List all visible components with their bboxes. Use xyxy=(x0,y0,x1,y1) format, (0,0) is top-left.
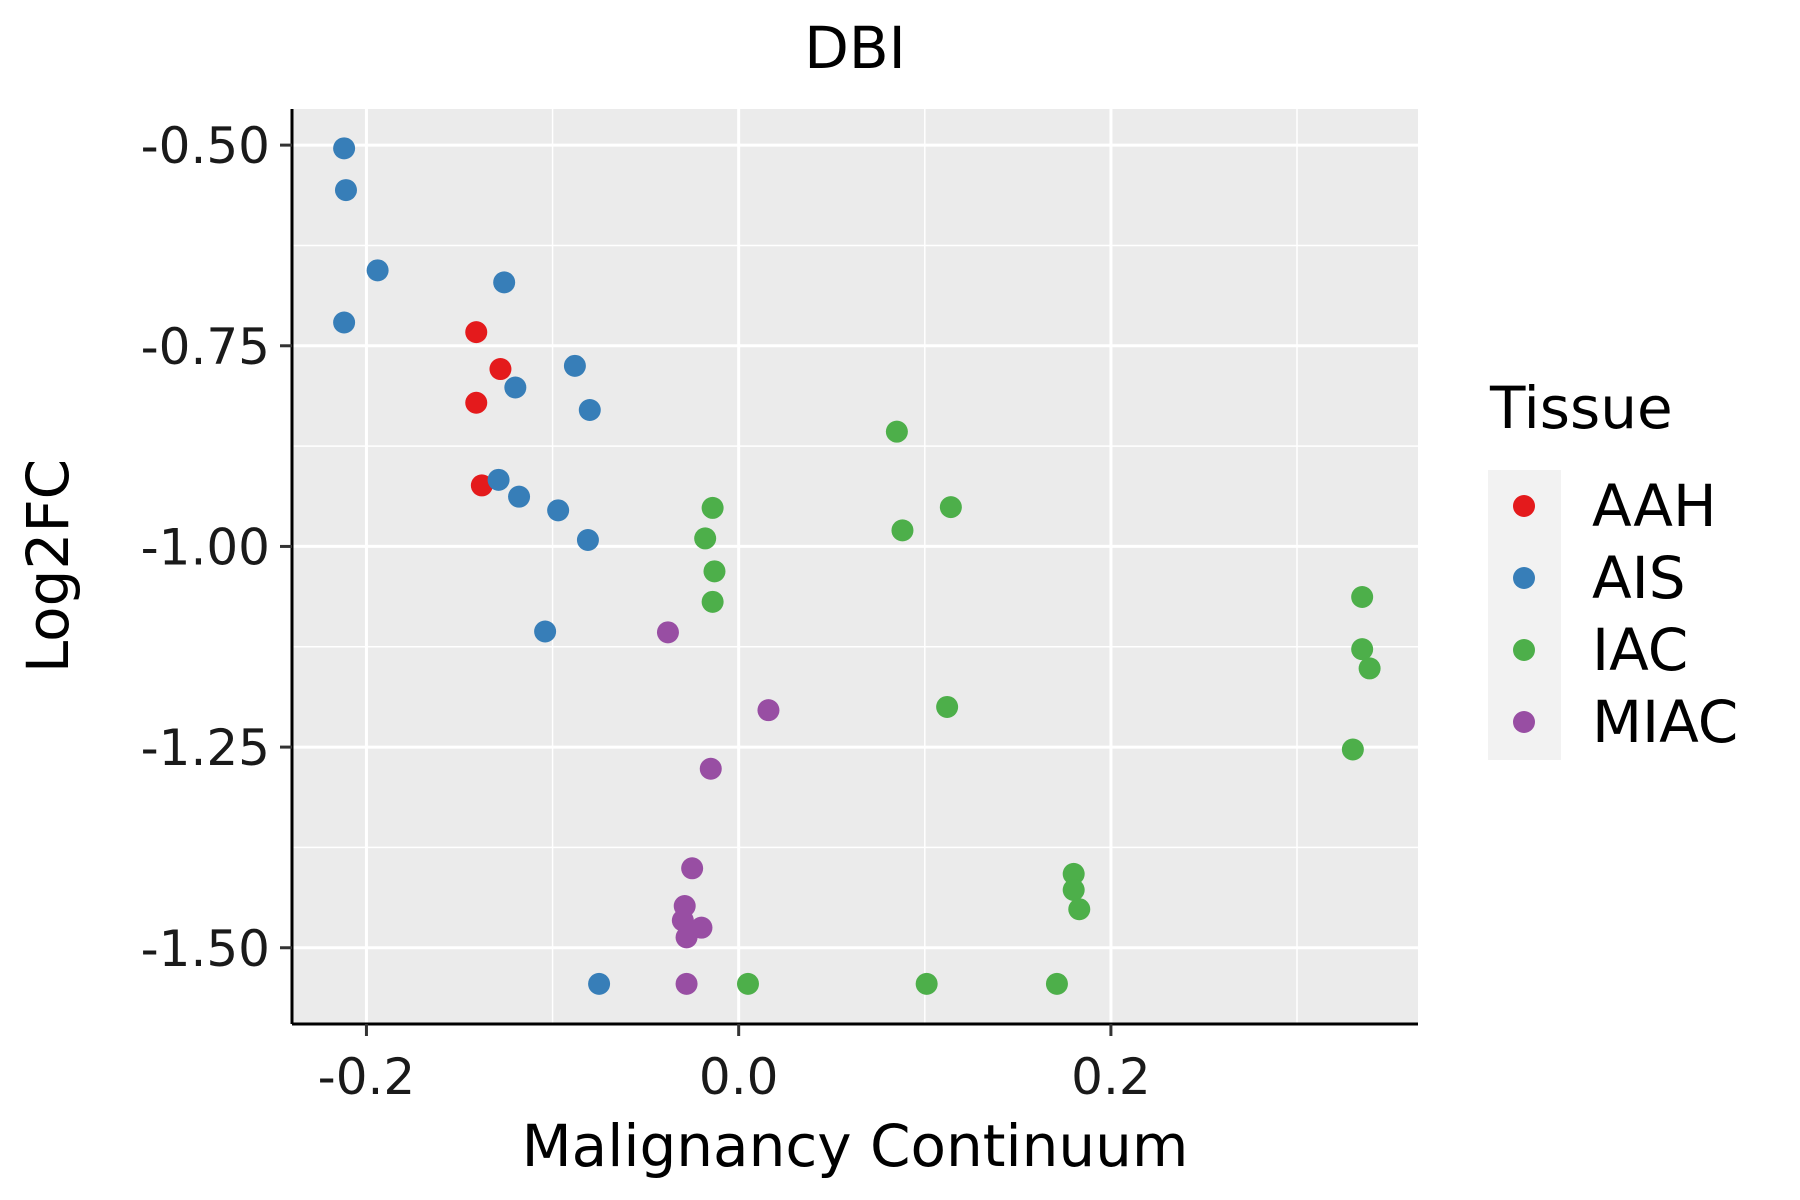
plot-panel xyxy=(292,109,1418,1024)
point-iac xyxy=(694,527,717,550)
point-iac xyxy=(1351,638,1374,661)
point-ais xyxy=(493,271,516,294)
y-tick-label: -1.25 xyxy=(141,719,270,777)
x-axis-ticks: -0.2 0.0 0.2 xyxy=(318,1024,1151,1106)
y-axis-ticks: -0.50 -0.75 -1.00 -1.25 -1.50 xyxy=(141,117,292,978)
point-iac xyxy=(736,972,759,995)
y-tick-label: -0.75 xyxy=(141,318,270,376)
point-iac xyxy=(1341,738,1364,761)
point-miac xyxy=(699,757,722,780)
point-aah xyxy=(465,321,488,344)
point-miac xyxy=(675,926,698,949)
legend-key-iac xyxy=(1513,639,1535,661)
x-tick-label: 0.0 xyxy=(699,1048,779,1106)
point-iac xyxy=(1062,878,1085,901)
x-tick-label: -0.2 xyxy=(318,1048,416,1106)
point-ais xyxy=(504,376,527,399)
point-iac xyxy=(936,695,959,718)
y-tick-label: -1.50 xyxy=(141,920,270,978)
legend-title: Tissue xyxy=(1489,374,1673,442)
legend-key-aah xyxy=(1513,495,1535,517)
legend-key-miac xyxy=(1513,711,1535,733)
point-aah xyxy=(465,391,488,414)
point-ais xyxy=(547,499,570,522)
point-ais xyxy=(487,468,510,491)
legend-label-aah: AAH xyxy=(1592,472,1717,540)
point-iac xyxy=(1062,862,1085,885)
y-tick-label: -0.50 xyxy=(141,117,270,175)
legend-label-miac: MIAC xyxy=(1592,688,1738,756)
point-ais xyxy=(334,179,357,202)
grid-minor xyxy=(292,109,1418,1024)
legend-key-ais xyxy=(1513,567,1535,589)
point-miac xyxy=(656,621,679,644)
point-iac xyxy=(885,420,908,443)
point-miac xyxy=(757,699,780,722)
point-iac xyxy=(915,972,938,995)
grid-major xyxy=(292,109,1418,1024)
point-miac xyxy=(675,972,698,995)
plot-title: DBI xyxy=(804,14,906,82)
point-ais xyxy=(576,529,599,552)
y-axis-title: Log2FC xyxy=(14,459,82,673)
point-miac xyxy=(671,909,694,932)
point-iac xyxy=(939,496,962,519)
point-ais xyxy=(563,354,586,377)
x-axis-title: Malignancy Continuum xyxy=(522,1112,1189,1180)
point-ais xyxy=(534,620,557,643)
point-ais xyxy=(366,259,389,282)
point-aah xyxy=(489,358,512,381)
legend-label-iac: IAC xyxy=(1592,616,1688,684)
point-ais xyxy=(588,972,611,995)
point-miac xyxy=(681,857,704,880)
legend-label-ais: AIS xyxy=(1592,544,1686,612)
point-ais xyxy=(508,485,531,508)
point-ais xyxy=(333,137,356,160)
point-iac xyxy=(1068,898,1091,921)
point-iac xyxy=(701,590,724,613)
point-iac xyxy=(1358,657,1381,680)
point-ais xyxy=(578,398,601,421)
point-iac xyxy=(891,519,914,542)
x-tick-label: 0.2 xyxy=(1071,1048,1151,1106)
point-ais xyxy=(333,311,356,334)
point-iac xyxy=(1045,972,1068,995)
point-iac xyxy=(701,496,724,519)
y-tick-label: -1.00 xyxy=(141,518,270,576)
point-aah xyxy=(470,474,493,497)
data-points xyxy=(333,137,1381,995)
point-iac xyxy=(1351,586,1374,608)
point-iac xyxy=(703,560,726,583)
